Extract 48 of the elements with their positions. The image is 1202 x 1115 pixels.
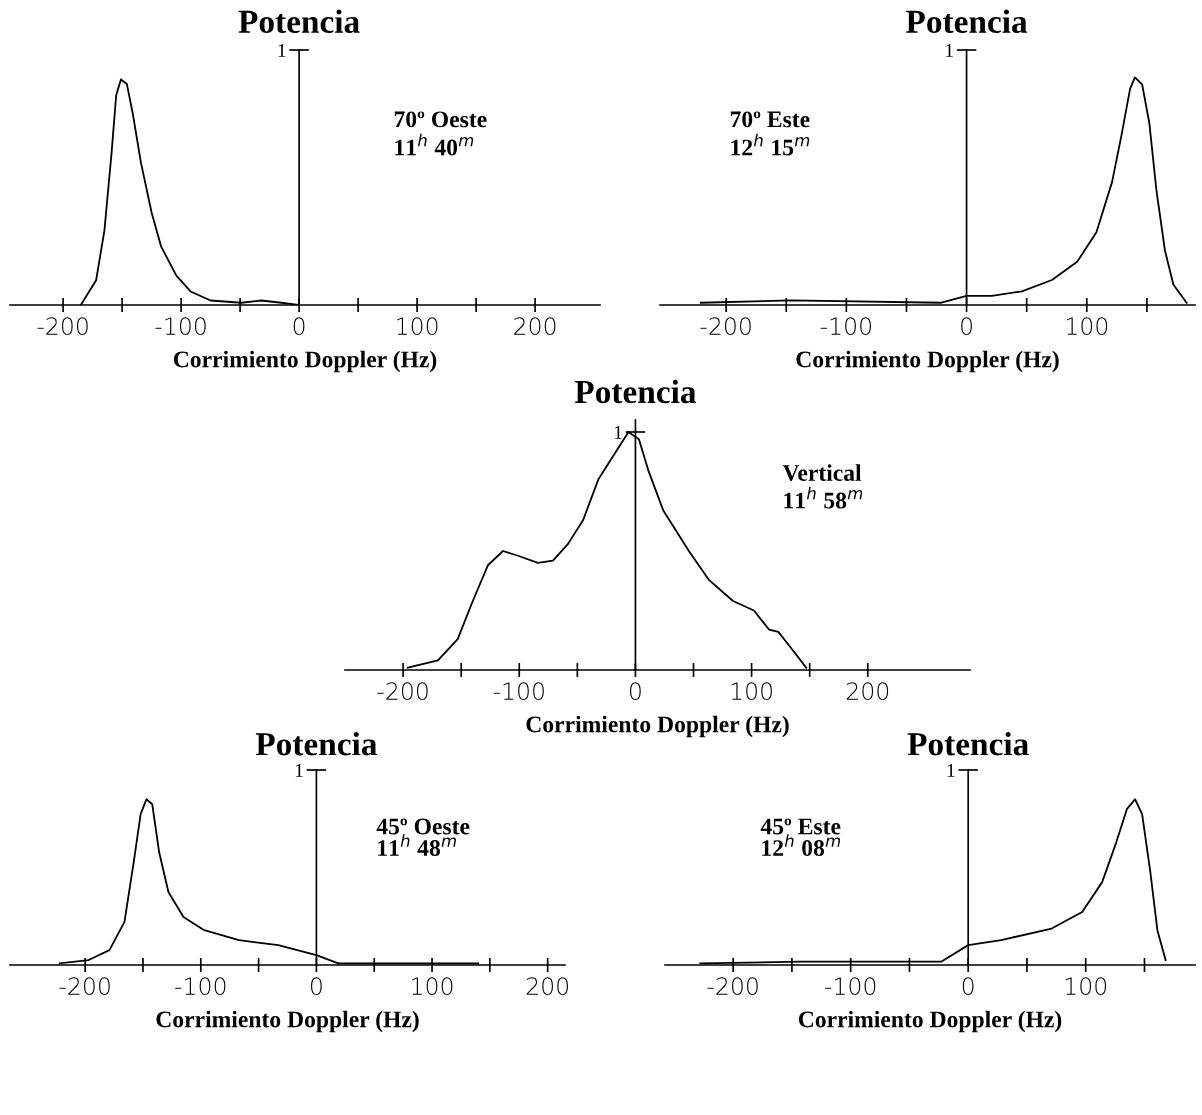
y-axis-title: Potencia <box>574 379 697 404</box>
x-tick-label: 0 <box>962 977 974 996</box>
x-tick-label: 200 <box>526 977 568 996</box>
x-tick-label: 0 <box>293 317 305 336</box>
x-tick-label: 100 <box>412 977 453 996</box>
annotation: 1 <box>614 425 622 439</box>
x-tick-label: 100 <box>397 317 438 336</box>
x-tick-label: 200 <box>846 682 889 701</box>
x-tick-label: -100 <box>820 317 871 336</box>
x-axis-title: Corrimiento Doppler (Hz) <box>798 1010 1062 1033</box>
x-axis-title: Corrimiento Doppler (Hz) <box>796 350 1059 373</box>
annotation: 70º Oeste <box>394 111 487 128</box>
x-tick-label: -100 <box>155 317 206 336</box>
x-tick-label: 100 <box>731 682 772 701</box>
annotation: 12$^{h}$ 08$^{m}$ <box>762 834 841 857</box>
x-tick-label: -200 <box>700 317 751 336</box>
text: 1 <box>295 763 303 777</box>
x-tick-label: -200 <box>37 317 88 336</box>
annotation: 70º Este <box>730 111 810 128</box>
annotation: 11$^{h}$ 40$^{m}$ <box>395 133 474 156</box>
text: 1 <box>946 43 953 57</box>
annotation: 11$^{h}$ 58$^{m}$ <box>784 486 863 509</box>
x-tick-label: 100 <box>1066 317 1108 336</box>
x-tick-label: -100 <box>175 977 226 996</box>
text: 1 <box>278 43 286 57</box>
y-axis-title: Potencia <box>907 731 1029 756</box>
y-axis-title: Potencia <box>255 731 377 756</box>
x-tick-label: 0 <box>311 977 322 996</box>
x-axis-title: Corrimiento Doppler (Hz) <box>526 715 789 738</box>
x-tick-label: 0 <box>630 682 641 701</box>
x-tick-label: -200 <box>707 977 758 996</box>
annotation: 12$^{h}$ 15$^{m}$ <box>731 133 810 156</box>
x-axis-title: Corrimiento Doppler (Hz) <box>173 350 437 373</box>
x-tick-label: -100 <box>493 682 544 701</box>
x-tick-label: -100 <box>825 977 876 996</box>
x-tick-label: -200 <box>377 682 428 701</box>
text: 1 <box>947 763 955 777</box>
annotation: 45º Este <box>760 818 841 835</box>
annotation: 11$^{h}$ 48$^{m}$ <box>378 834 456 857</box>
y-axis-title: Potencia <box>906 9 1028 34</box>
y-axis-title: Potencia <box>238 9 360 34</box>
annotation: 45º Oeste <box>376 818 470 835</box>
annotation: Vertical <box>782 464 862 482</box>
x-tick-label: 200 <box>514 317 556 336</box>
x-axis-title: Corrimiento Doppler (Hz) <box>156 1010 419 1033</box>
x-tick-label: 0 <box>961 317 972 336</box>
x-tick-label: -200 <box>59 977 110 996</box>
x-tick-label: 100 <box>1065 977 1107 996</box>
